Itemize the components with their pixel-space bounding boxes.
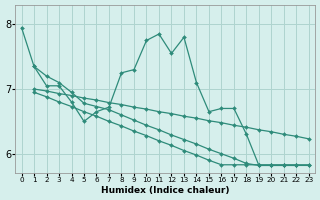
X-axis label: Humidex (Indice chaleur): Humidex (Indice chaleur) xyxy=(101,186,229,195)
